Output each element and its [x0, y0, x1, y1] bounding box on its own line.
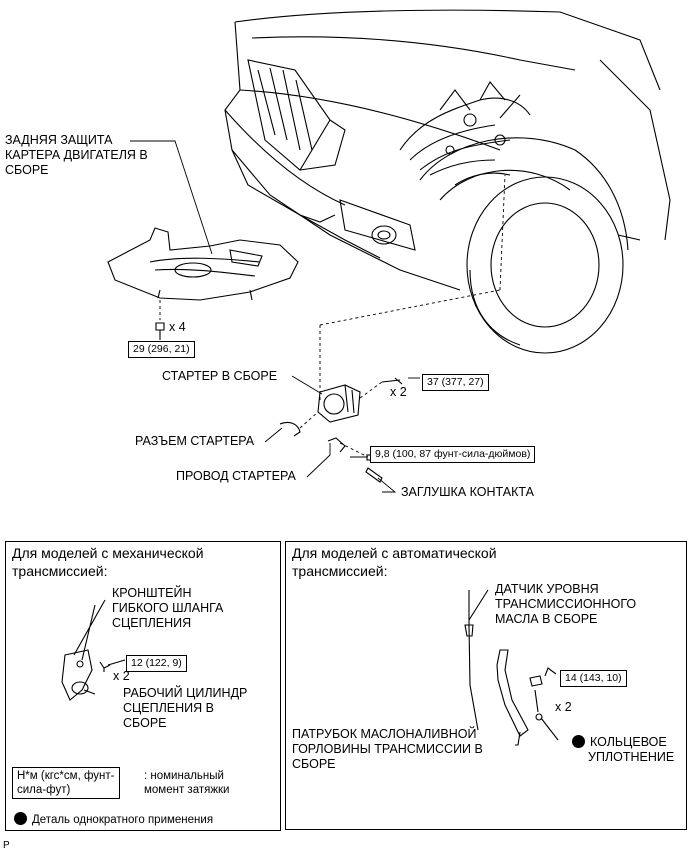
torque-9-8: 9,8 (100, 87 фунт-сила-дюймов) — [370, 446, 536, 463]
filler-pipe-label: ПАТРУБОК МАСЛОНАЛИВНОЙ ГОРЛОВИНЫ ТРАНСМИ… — [292, 727, 483, 772]
starter-connector-label: РАЗЪЕМ СТАРТЕРА — [135, 434, 255, 448]
oil-gauge-line3: МАСЛА В СБОРЕ — [495, 612, 598, 626]
clutch-hose-bracket-label: КРОНШТЕЙН ГИБКОГО ШЛАНГА СЦЕПЛЕНИЯ — [112, 586, 223, 631]
torque-29: 29 (296, 21) — [128, 341, 195, 358]
clutch-cylinder-line2: СЦЕПЛЕНИЯ В — [123, 701, 214, 715]
alignment-lines — [159, 174, 506, 458]
clutch-cylinder-line1: РАБОЧИЙ ЦИЛИНДР — [123, 686, 248, 700]
vehicle-front-illustration — [224, 9, 671, 354]
engine-under-cover-illustration — [107, 227, 299, 301]
auto-panel-title-line2: трансмиссией: — [292, 563, 388, 579]
rear-cover-label-line3: СБОРЕ — [5, 163, 49, 177]
manual-panel-title-line2: трансмиссией: — [12, 563, 108, 579]
oil-gauge-illustration — [464, 589, 489, 731]
torque-12: 12 (122, 9) — [126, 655, 187, 672]
rear-cover-label: ЗАДНЯЯ ЗАЩИТА КАРТЕРА ДВИГАТЕЛЯ В СБОРЕ — [5, 133, 148, 178]
auto-panel-title: Для моделей с автоматической трансмиссие… — [292, 544, 497, 580]
torque-unit-line2: сила-фут) — [17, 784, 71, 796]
filler-pipe-line2: ГОРЛОВИНЫ ТРАНСМИССИИ В — [292, 742, 483, 756]
manual-transmission-panel — [5, 541, 281, 831]
oil-gauge-label: ДАТЧИК УРОВНЯ ТРАНСМИССИОННОГО МАСЛА В С… — [495, 582, 636, 627]
o-ring-line2: УПЛОТНЕНИЕ — [588, 750, 675, 764]
non-reusable-text: Деталь однократного применения — [32, 814, 214, 826]
torque-14: 14 (143, 10) — [560, 670, 627, 687]
rear-cover-label-line2: КАРТЕРА ДВИГАТЕЛЯ В — [5, 148, 148, 162]
torque-unit-line1: Н*м (кгс*см, фунт- — [17, 770, 115, 782]
torque-37: 37 (377, 27) — [422, 374, 489, 391]
footer-code: P — [3, 840, 10, 851]
automatic-transmission-panel — [285, 541, 687, 830]
cover-bolt-illustration — [155, 322, 165, 340]
auto-bolt-count: x 2 — [555, 700, 572, 714]
torque-unit-description: : номинальный момент затяжки — [144, 769, 229, 797]
manual-panel-title: Для моделей с механической трансмиссией: — [12, 544, 204, 580]
filler-pipe-line3: СБОРЕ — [292, 757, 336, 771]
starter-wire-label: ПРОВОД СТАРТЕРА — [176, 469, 296, 483]
starter-bolt-count: x 2 — [390, 385, 407, 399]
auto-panel-title-line1: Для моделей с автоматической — [292, 545, 497, 561]
o-ring-non-reusable-dot-icon — [572, 735, 585, 748]
clutch-parts-illustration — [61, 599, 126, 701]
non-reusable-dot-icon — [14, 812, 27, 825]
clutch-cylinder-line3: СБОРЕ — [123, 716, 167, 730]
starter-label: СТАРТЕР В СБОРЕ — [162, 369, 278, 383]
clutch-hose-bracket-line1: КРОНШТЕЙН — [112, 586, 192, 600]
clutch-hose-bracket-line2: ГИБКОГО ШЛАНГА — [112, 601, 224, 615]
starter-illustration — [279, 377, 403, 483]
manual-bolt-count: x 2 — [113, 669, 130, 683]
non-reusable-legend: Деталь однократного применения — [14, 812, 213, 828]
oil-gauge-line2: ТРАНСМИССИОННОГО — [495, 597, 637, 611]
o-ring-line1-text: КОЛЬЦЕВОЕ — [590, 735, 667, 749]
cover-bolt-count: x 4 — [169, 320, 186, 334]
clutch-hose-bracket-line3: СЦЕПЛЕНИЯ — [112, 616, 192, 630]
torque-desc-line1: : номинальный — [144, 770, 224, 782]
torque-unit-legend-box: Н*м (кгс*см, фунт- сила-фут) — [12, 767, 120, 799]
torque-desc-line2: момент затяжки — [144, 784, 230, 796]
rear-cover-label-line1: ЗАДНЯЯ ЗАЩИТА — [5, 133, 113, 147]
clutch-cylinder-label: РАБОЧИЙ ЦИЛИНДР СЦЕПЛЕНИЯ В СБОРЕ — [123, 686, 247, 731]
leader-lines — [130, 140, 420, 493]
filler-pipe-illustration — [496, 649, 559, 746]
filler-pipe-line1: ПАТРУБОК МАСЛОНАЛИВНОЙ — [292, 727, 477, 741]
o-ring-label: КОЛЬЦЕВОЕ УПЛОТНЕНИЕ — [572, 735, 674, 765]
manual-panel-title-line1: Для моделей с механической — [12, 545, 204, 561]
oil-gauge-line1: ДАТЧИК УРОВНЯ — [495, 582, 599, 596]
o-ring-line1: КОЛЬЦЕВОЕ — [572, 735, 674, 750]
terminal-cap-label: ЗАГЛУШКА КОНТАКТА — [401, 485, 534, 499]
